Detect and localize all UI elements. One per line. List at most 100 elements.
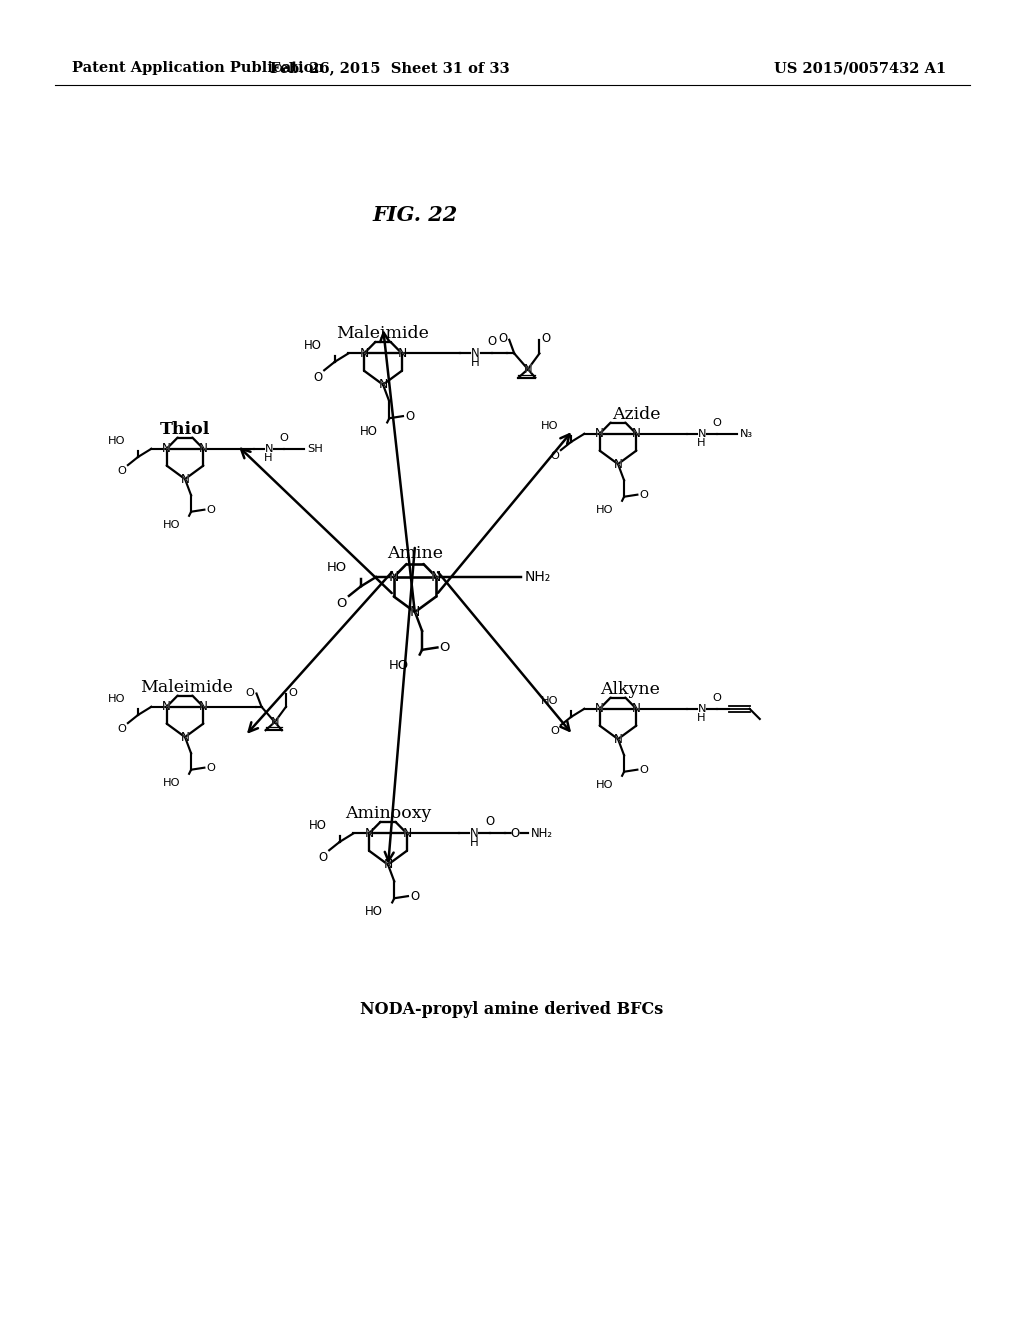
Text: O: O: [313, 371, 323, 384]
Text: N: N: [388, 570, 399, 583]
Text: HO: HO: [542, 421, 559, 430]
Text: N: N: [383, 858, 392, 871]
Text: N: N: [632, 702, 641, 715]
Text: N: N: [595, 702, 604, 715]
Text: N: N: [595, 428, 604, 441]
Text: HO: HO: [359, 425, 378, 438]
Text: N: N: [162, 701, 171, 713]
Text: N: N: [359, 347, 369, 360]
Text: SH: SH: [307, 444, 324, 454]
Text: O: O: [280, 433, 289, 442]
Text: N: N: [397, 347, 407, 360]
Text: N: N: [264, 444, 272, 454]
Text: Patent Application Publication: Patent Application Publication: [72, 61, 324, 75]
Text: O: O: [713, 417, 721, 428]
Text: N: N: [613, 733, 623, 746]
Text: HO: HO: [365, 906, 383, 919]
Text: O: O: [487, 335, 497, 348]
Text: NODA-propyl amine derived BFCs: NODA-propyl amine derived BFCs: [360, 1002, 664, 1019]
Text: O: O: [410, 890, 419, 903]
Text: N: N: [471, 347, 479, 360]
Text: HO: HO: [595, 780, 613, 789]
Text: O: O: [713, 693, 721, 702]
Text: N: N: [199, 442, 208, 455]
Text: N: N: [595, 702, 604, 715]
Text: HO: HO: [163, 777, 180, 788]
Text: N: N: [697, 429, 706, 438]
Text: N: N: [180, 730, 189, 743]
Text: N: N: [410, 605, 420, 619]
Text: US 2015/0057432 A1: US 2015/0057432 A1: [774, 61, 946, 75]
Text: N: N: [180, 473, 189, 486]
Text: N: N: [199, 442, 208, 455]
Text: O: O: [404, 409, 414, 422]
Text: N: N: [365, 826, 374, 840]
Text: O: O: [207, 504, 215, 515]
Text: Maleimide: Maleimide: [140, 680, 233, 696]
Text: Feb. 26, 2015  Sheet 31 of 33: Feb. 26, 2015 Sheet 31 of 33: [270, 61, 510, 75]
Text: N: N: [162, 701, 171, 713]
Text: O: O: [550, 726, 559, 737]
Text: H: H: [470, 837, 478, 849]
Text: HO: HO: [327, 561, 346, 574]
Text: H: H: [471, 356, 480, 370]
Text: N: N: [383, 858, 392, 871]
Text: N: N: [264, 444, 272, 454]
Text: N: N: [613, 458, 623, 470]
Text: O: O: [542, 333, 551, 346]
Text: O: O: [318, 851, 328, 865]
Text: HO: HO: [389, 659, 410, 672]
Text: N: N: [180, 730, 189, 743]
Text: HO: HO: [163, 520, 180, 529]
Text: N: N: [632, 702, 641, 715]
Text: N: N: [471, 347, 479, 360]
Text: O: O: [511, 826, 519, 840]
Text: N: N: [697, 704, 706, 714]
Text: N: N: [632, 428, 641, 441]
Text: N: N: [162, 442, 171, 455]
Text: HO: HO: [309, 818, 327, 832]
Text: Amine: Amine: [387, 545, 443, 562]
Text: O: O: [639, 764, 648, 775]
Text: N: N: [199, 701, 208, 713]
Text: N: N: [379, 378, 388, 391]
Text: O: O: [337, 597, 347, 610]
Text: N₃: N₃: [740, 429, 754, 438]
Text: N: N: [523, 363, 532, 376]
Text: N: N: [595, 428, 604, 441]
Text: N: N: [431, 570, 441, 583]
Text: N: N: [379, 378, 388, 391]
Text: N: N: [613, 733, 623, 746]
Text: N: N: [397, 347, 407, 360]
Text: N: N: [470, 826, 478, 840]
Text: O: O: [288, 688, 297, 697]
Text: HO: HO: [542, 696, 559, 706]
Text: N: N: [632, 428, 641, 441]
Text: H: H: [264, 453, 273, 463]
Text: Aminooxy: Aminooxy: [345, 805, 431, 822]
Text: H: H: [697, 438, 706, 447]
Text: N: N: [613, 458, 623, 470]
Text: O: O: [639, 490, 648, 500]
Text: O: O: [550, 451, 559, 461]
Text: N: N: [470, 826, 478, 840]
Text: O: O: [498, 333, 507, 346]
Text: Thiol: Thiol: [160, 421, 210, 438]
Text: Alkyne: Alkyne: [600, 681, 659, 698]
Text: N: N: [697, 429, 706, 438]
Text: N: N: [431, 570, 441, 583]
Text: Azide: Azide: [611, 407, 660, 424]
Text: N: N: [523, 363, 532, 376]
Text: HO: HO: [109, 436, 126, 446]
Text: HO: HO: [595, 506, 613, 515]
Text: O: O: [246, 688, 255, 697]
Text: O: O: [117, 466, 126, 477]
Text: N: N: [359, 347, 369, 360]
Text: Maleimide: Maleimide: [337, 325, 429, 342]
Text: N: N: [402, 826, 412, 840]
Text: NH₂: NH₂: [530, 826, 553, 840]
Text: N: N: [697, 704, 706, 714]
Text: N: N: [270, 717, 279, 727]
Text: N: N: [365, 826, 374, 840]
Text: FIG. 22: FIG. 22: [373, 205, 458, 224]
